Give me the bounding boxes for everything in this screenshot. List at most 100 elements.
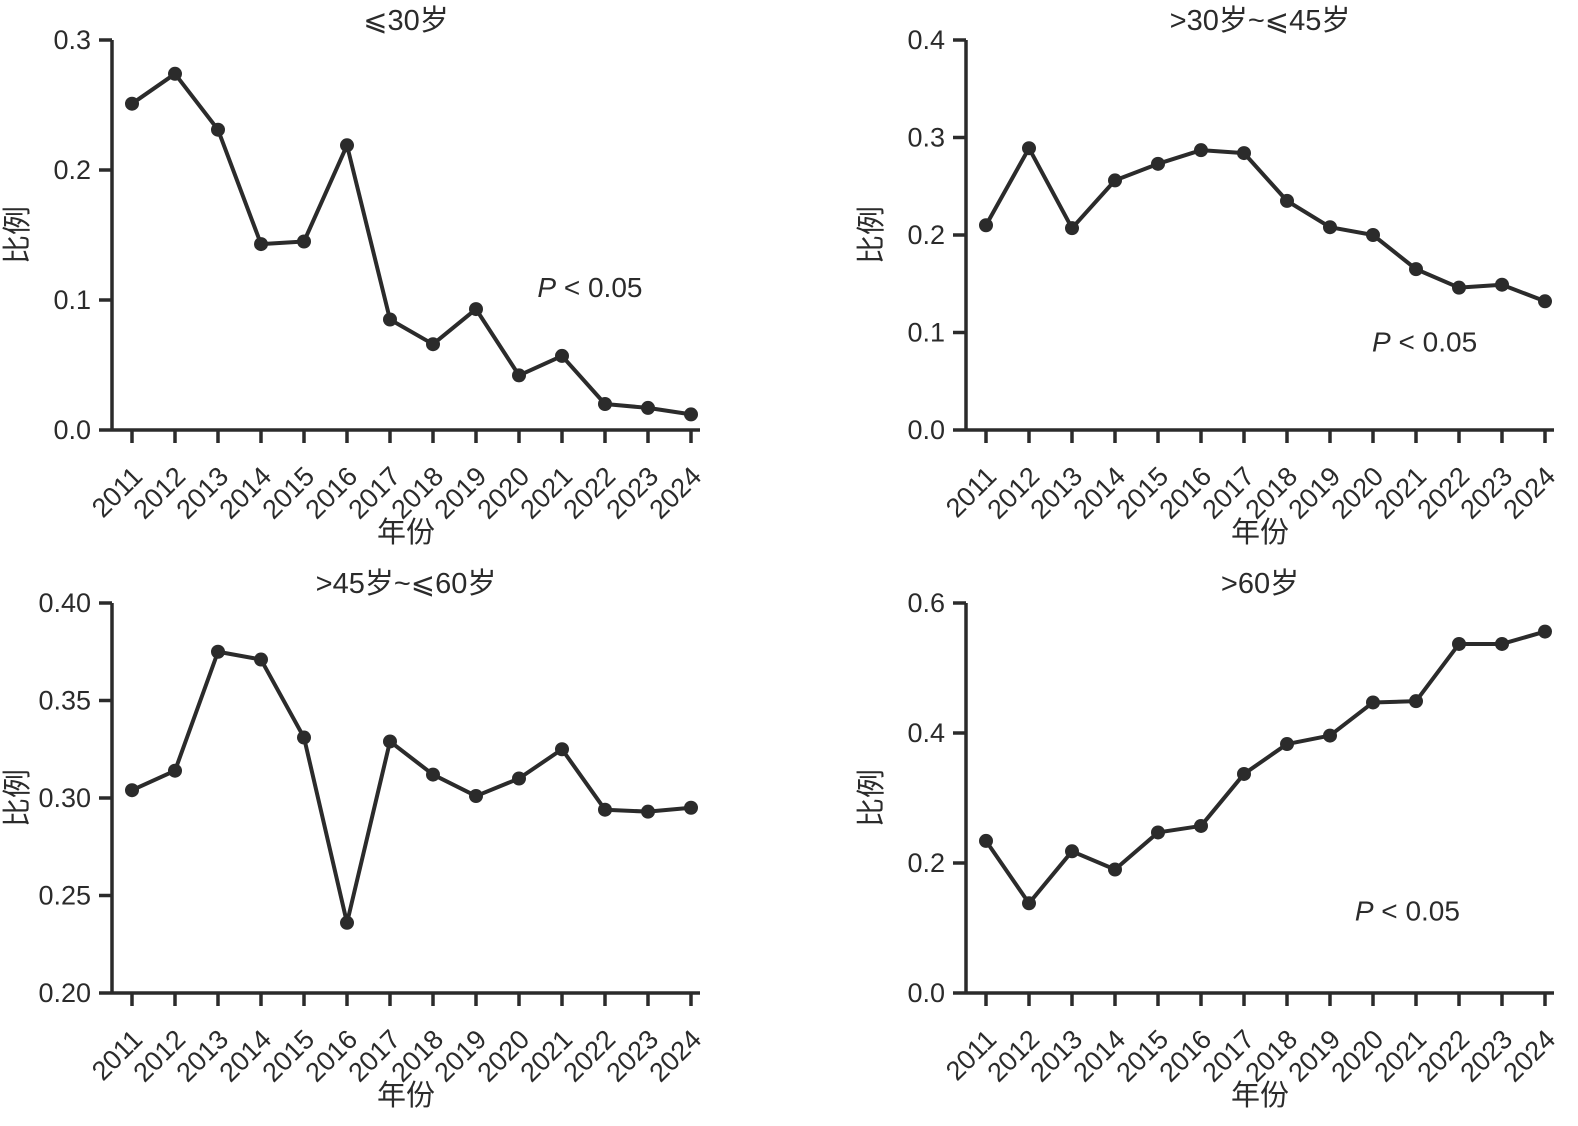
chart-title: ⩽30岁 <box>363 4 449 37</box>
data-point <box>1151 825 1165 840</box>
series-line <box>984 629 1547 906</box>
y-tick-label: 0.3 <box>53 25 91 55</box>
x-axis-label: 年份 <box>1231 1079 1289 1112</box>
data-point <box>426 337 440 352</box>
chart-age-le-30: ⩽30岁 0.0 0.1 0.2 0.3 2011 2012 2013 2014 2015 2016… <box>0 0 789 563</box>
data-point <box>211 122 225 137</box>
y-tick-label: 0.25 <box>38 881 91 911</box>
data-point <box>1538 294 1552 309</box>
y-tick-label: 0.40 <box>38 588 91 618</box>
data-point <box>1108 862 1122 877</box>
y-tick-label: 0.2 <box>907 220 945 250</box>
data-point <box>254 652 268 667</box>
data-point <box>1280 737 1294 752</box>
p-value-annotation: P < 0.05 <box>1372 326 1477 357</box>
data-point <box>1237 146 1251 161</box>
data-point <box>1194 818 1208 833</box>
y-axis-label: 比例 <box>1 206 34 264</box>
data-point <box>641 400 655 415</box>
data-point <box>340 915 354 930</box>
data-point <box>1022 896 1036 911</box>
data-point <box>555 348 569 363</box>
data-point <box>1065 844 1079 859</box>
y-tick-label: 0.35 <box>38 686 91 716</box>
y-axis-label: 比例 <box>855 206 888 264</box>
data-point <box>1409 694 1423 709</box>
data-point <box>1409 262 1423 277</box>
data-point <box>1538 624 1552 639</box>
data-point <box>1237 766 1251 781</box>
y-tick-label: 0.30 <box>38 783 91 813</box>
data-point <box>125 783 139 798</box>
data-point <box>512 368 526 383</box>
data-point <box>979 218 993 233</box>
data-point <box>1194 143 1208 158</box>
data-point <box>1323 728 1337 743</box>
data-point <box>211 644 225 659</box>
data-point <box>1108 173 1122 188</box>
x-axis-label: 年份 <box>1231 516 1289 549</box>
data-point <box>1366 228 1380 242</box>
data-point <box>512 771 526 786</box>
y-tick-label: 0.1 <box>53 285 91 315</box>
y-axis-label: 比例 <box>855 769 888 827</box>
x-tick-label: 2024 <box>1498 461 1562 525</box>
chart-age-30-45: >30岁~⩽45岁 0.0 0.1 0.2 0.3 0.4 2011 2012 2013 2014… <box>789 0 1578 563</box>
x-tick-label: 2024 <box>1498 1024 1562 1088</box>
data-point <box>1452 636 1466 651</box>
data-point <box>383 312 397 327</box>
data-point <box>383 734 397 749</box>
data-point <box>1022 141 1036 156</box>
data-point <box>426 767 440 782</box>
x-axis-label: 年份 <box>377 516 435 549</box>
data-point <box>297 730 311 745</box>
line-chart-age-gt-60: >60岁0.00.20.40.6201120122013201420152016… <box>855 567 1562 1112</box>
data-point <box>340 138 354 153</box>
y-tick-label: 0.0 <box>53 415 91 445</box>
data-point <box>297 234 311 249</box>
chart-title: >60岁 <box>1221 567 1299 600</box>
x-tick-label: 2024 <box>644 1024 708 1088</box>
x-axis-label: 年份 <box>377 1079 435 1112</box>
chart-age-45-60: >45岁~⩽60岁 0.20 0.25 0.30 0.35 0.40 2011 2012 201… <box>0 563 789 1126</box>
data-point <box>1452 280 1466 295</box>
data-point <box>979 833 993 848</box>
data-point <box>555 742 569 757</box>
data-point <box>1366 695 1380 710</box>
p-value-annotation: P < 0.05 <box>537 272 642 303</box>
data-point <box>1495 277 1509 292</box>
y-tick-label: 0.2 <box>907 848 945 878</box>
data-point <box>254 237 268 252</box>
data-point <box>168 66 182 81</box>
data-point <box>1151 156 1165 171</box>
data-point <box>125 96 139 111</box>
data-point <box>598 802 612 817</box>
data-point <box>1280 193 1294 208</box>
line-chart-age-30-45: >30岁~⩽45岁0.00.10.20.30.42011201220132014… <box>855 4 1562 549</box>
y-tick-label: 0.4 <box>907 25 945 55</box>
data-point <box>1495 636 1509 651</box>
chart-title: >30岁~⩽45岁 <box>1170 4 1351 37</box>
series-line <box>130 71 693 417</box>
data-point <box>684 407 698 422</box>
y-tick-label: 0.0 <box>907 978 945 1008</box>
y-tick-label: 0.6 <box>907 588 945 618</box>
line-chart-age-le-30: ⩽30岁0.00.10.20.3201120122013201420152016… <box>1 4 708 549</box>
series-line <box>984 146 1547 304</box>
data-point <box>598 397 612 411</box>
data-point <box>684 800 698 815</box>
data-point <box>1065 221 1079 236</box>
y-tick-label: 0.4 <box>907 718 945 748</box>
y-tick-label: 0.1 <box>907 318 945 348</box>
y-tick-label: 0.0 <box>907 415 945 445</box>
y-tick-label: 0.20 <box>38 978 91 1008</box>
data-point <box>1323 220 1337 235</box>
chart-age-gt-60: >60岁 0.0 0.2 0.4 0.6 2011 2012 2013 2014 2015 2016… <box>789 563 1578 1126</box>
data-point <box>469 302 483 317</box>
series-line <box>130 649 693 925</box>
y-tick-label: 0.3 <box>907 123 945 153</box>
line-chart-age-45-60: >45岁~⩽60岁0.200.250.300.350.4020112012201… <box>1 567 708 1112</box>
p-value-annotation: P < 0.05 <box>1355 895 1460 926</box>
x-tick-label: 2024 <box>644 461 708 525</box>
